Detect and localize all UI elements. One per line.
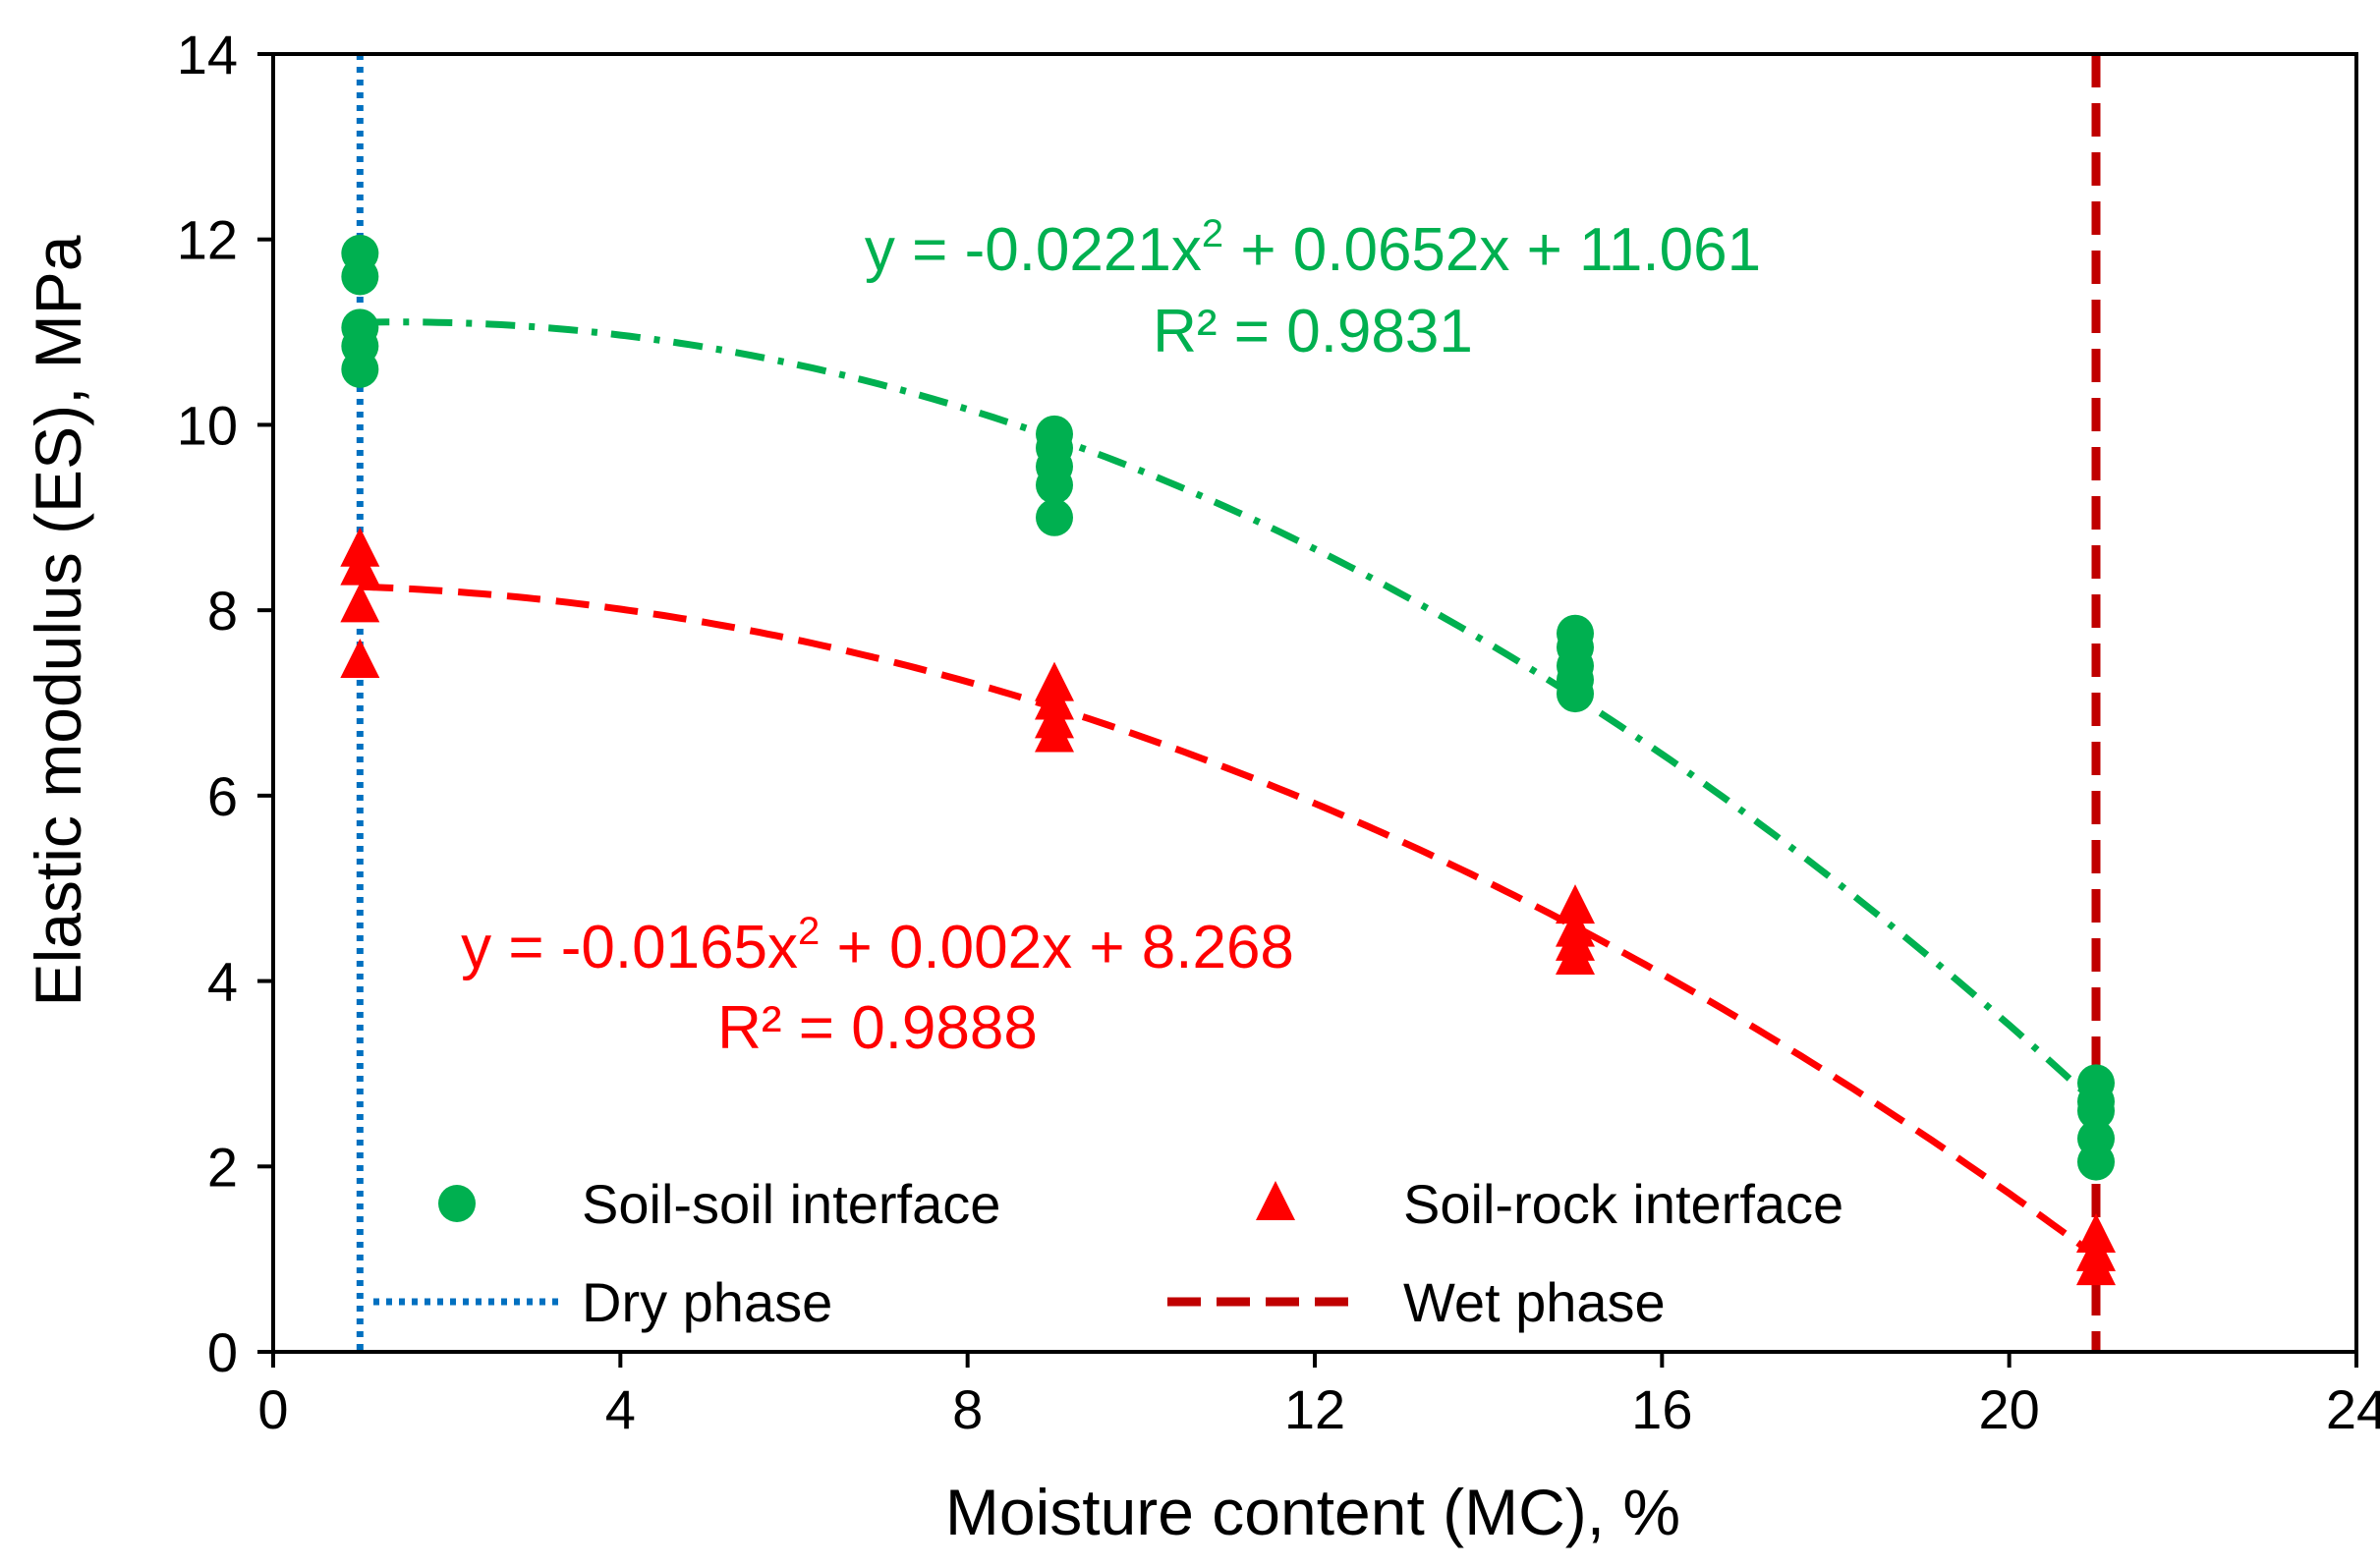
- legend-label-wet-phase: Wet phase: [1403, 1271, 1666, 1333]
- r-squared-soil-soil: R² = 0.9831: [1153, 298, 1473, 365]
- x-tick-label-5: 20: [1979, 1378, 2040, 1440]
- x-tick-label-2: 8: [952, 1378, 983, 1440]
- equation-part-soil-soil: y = -0.0221x: [865, 216, 1202, 284]
- data-point-soil-soil-17: [2077, 1091, 2115, 1130]
- legend-symbol-soil-rock-interface: [1256, 1181, 1295, 1220]
- equation-exponent-soil-rock: 2: [798, 910, 820, 953]
- y-tick-label-7: 14: [177, 24, 238, 85]
- data-point-soil-rock-1: [340, 545, 380, 586]
- data-point-soil-soil-19: [2077, 1143, 2115, 1181]
- plot-area: [340, 54, 2116, 1352]
- legend-symbol-soil-soil-interface: [438, 1185, 476, 1222]
- x-tick-label-0: 0: [257, 1378, 288, 1440]
- x-tick-label-1: 4: [605, 1378, 636, 1440]
- trendline-soil-soil: [360, 318, 2099, 1106]
- data-point-soil-soil-14: [1557, 675, 1594, 713]
- data-point-soil-rock-8: [1556, 884, 1595, 924]
- data-point-soil-rock-14: [2076, 1246, 2116, 1286]
- y-tick-label-0: 0: [207, 1321, 238, 1383]
- data-point-soil-soil-1: [341, 257, 379, 296]
- equation-soil-soil: y = -0.0221x2 + 0.0652x + 11.061: [865, 212, 1761, 284]
- equation-rest-soil-rock: + 0.002x + 8.268: [820, 914, 1294, 981]
- y-tick-label-5: 10: [177, 394, 238, 456]
- x-tick-label-6: 24: [2326, 1378, 2380, 1440]
- data-point-soil-rock-11: [1556, 934, 1595, 975]
- legend-label-soil-soil-interface: Soil-soil interface: [582, 1173, 1000, 1235]
- data-point-soil-rock-3: [340, 639, 380, 679]
- y-tick-label-2: 4: [207, 951, 238, 1013]
- data-point-soil-rock-2: [340, 583, 380, 623]
- trendline-soil-rock: [360, 583, 2099, 1259]
- equation-soil-rock: y = -0.0165x2 + 0.002x + 8.268: [461, 910, 1294, 981]
- y-tick-label-4: 8: [207, 580, 238, 642]
- x-tick-label-4: 16: [1631, 1378, 1692, 1440]
- x-tick-label-3: 12: [1284, 1378, 1345, 1440]
- equation-rest-soil-soil: + 0.0652x + 11.061: [1223, 216, 1761, 284]
- x-axis-title: Moisture content (MC), %: [945, 1476, 1680, 1548]
- y-axis-title: Elastic modulus (ES), MPa: [22, 235, 94, 1006]
- data-point-soil-soil-4: [341, 350, 379, 388]
- equation-exponent-soil-soil: 2: [1202, 212, 1223, 255]
- data-point-soil-rock-7: [1035, 712, 1074, 753]
- y-tick-label-1: 2: [207, 1136, 238, 1198]
- r-squared-soil-rock: R² = 0.9888: [717, 994, 1038, 1062]
- legend-label-soil-rock-interface: Soil-rock interface: [1403, 1173, 1843, 1235]
- legend-label-dry-phase: Dry phase: [582, 1271, 832, 1333]
- y-tick-label-6: 12: [177, 209, 238, 271]
- legend: Soil-soil interface Soil-rock interface Dr…: [373, 1173, 1843, 1333]
- data-point-soil-soil-9: [1036, 498, 1073, 536]
- y-tick-label-3: 6: [207, 765, 238, 827]
- equation-part-soil-rock: y = -0.0165x: [461, 914, 798, 981]
- data-point-soil-soil-8: [1036, 466, 1073, 504]
